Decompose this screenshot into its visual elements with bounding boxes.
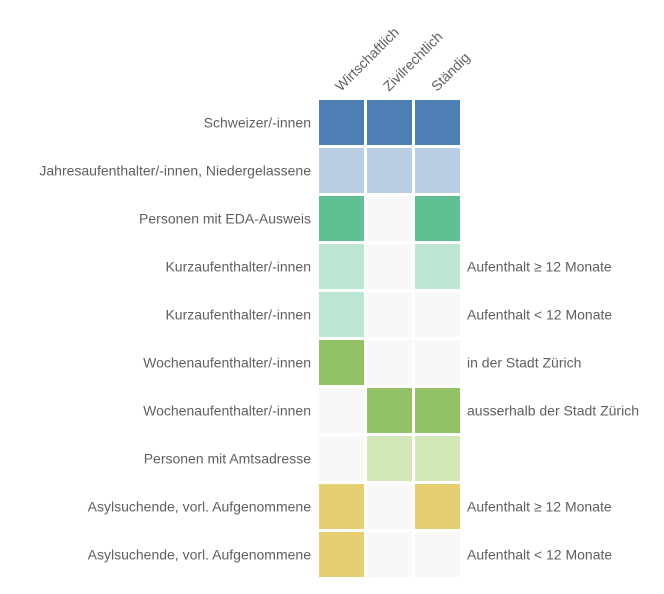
- heatmap-cell: [319, 532, 364, 577]
- heatmap-cell: [415, 244, 460, 289]
- row-label: Wochenaufenthalter/-innen: [143, 403, 311, 419]
- row-label: Wochenaufenthalter/-innen: [143, 355, 311, 371]
- row-note: Aufenthalt ≥ 12 Monate: [467, 499, 612, 515]
- heatmap-cell: [415, 484, 460, 529]
- heatmap-cell: [415, 148, 460, 193]
- row-note: in der Stadt Zürich: [467, 355, 581, 371]
- heatmap-cell: [319, 196, 364, 241]
- row-label: Jahresaufenthalter/-innen, Niedergelasse…: [39, 163, 311, 179]
- heatmap-cell: [367, 532, 412, 577]
- heatmap-cell: [415, 388, 460, 433]
- row-notes: Aufenthalt ≥ 12 Monate Aufenthalt < 12 Mo…: [467, 259, 639, 563]
- heatmap-cell: [415, 292, 460, 337]
- heatmap-cell: [367, 148, 412, 193]
- heatmap-cell: [319, 340, 364, 385]
- heatmap-cell: [367, 292, 412, 337]
- row-label: Schweizer/-innen: [204, 115, 311, 131]
- heatmap-cell: [415, 532, 460, 577]
- heatmap-cell: [415, 340, 460, 385]
- row-note: Aufenthalt ≥ 12 Monate: [467, 259, 612, 275]
- heatmap-cell: [319, 292, 364, 337]
- heatmap-cell: [367, 388, 412, 433]
- heatmap-cell: [367, 436, 412, 481]
- row-label: Personen mit Amtsadresse: [144, 451, 312, 467]
- heatmap-cell: [415, 100, 460, 145]
- heatmap-cell: [367, 484, 412, 529]
- row-label: Asylsuchende, vorl. Aufgenommene: [88, 499, 312, 515]
- heatmap-grid: [319, 100, 460, 577]
- heatmap-cell: [367, 244, 412, 289]
- heatmap-cell: [319, 148, 364, 193]
- heatmap-cell: [367, 100, 412, 145]
- heatmap-cell: [319, 244, 364, 289]
- row-note: Aufenthalt < 12 Monate: [467, 547, 612, 563]
- heatmap-cell: [367, 340, 412, 385]
- heatmap-cell: [415, 436, 460, 481]
- row-note: ausserhalb der Stadt Zürich: [467, 403, 639, 419]
- heatmap-cell: [367, 196, 412, 241]
- row-note: Aufenthalt < 12 Monate: [467, 307, 612, 323]
- heatmap-cell: [415, 196, 460, 241]
- row-label: Personen mit EDA-Ausweis: [139, 211, 311, 227]
- row-labels: Schweizer/-innen Jahresaufenthalter/-inne…: [39, 115, 311, 563]
- row-label: Kurzaufenthalter/-innen: [165, 307, 311, 323]
- heatmap-cell: [319, 484, 364, 529]
- row-label: Asylsuchende, vorl. Aufgenommene: [88, 547, 312, 563]
- row-label: Kurzaufenthalter/-innen: [165, 259, 311, 275]
- heatmap-cell: [319, 388, 364, 433]
- column-header: Ständig: [428, 49, 473, 94]
- heatmap-cell: [319, 100, 364, 145]
- heatmap-cell: [319, 436, 364, 481]
